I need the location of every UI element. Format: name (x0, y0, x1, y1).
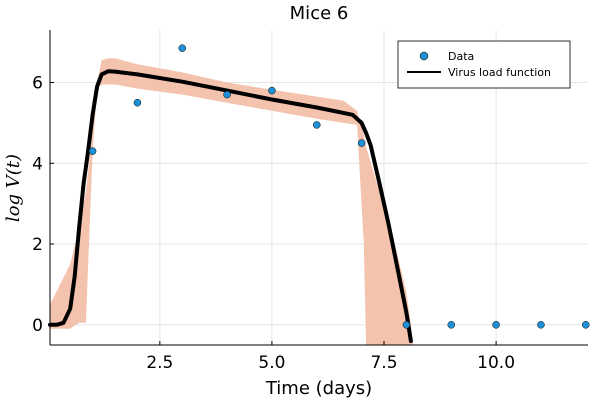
data-point (492, 321, 500, 329)
data-point (357, 139, 366, 147)
y-axis-label: log V(t) (3, 154, 24, 222)
band-layer (50, 58, 414, 346)
x-tick-label: 10.0 (477, 353, 515, 373)
virus-load-line (48, 69, 413, 343)
data-point (178, 44, 187, 52)
chart-title: Mice 6 (290, 3, 349, 24)
data-point (582, 321, 590, 329)
x-tick-label: 5.0 (258, 353, 285, 373)
line-layer (48, 69, 413, 343)
data-point (537, 321, 545, 329)
data-point (268, 86, 276, 95)
legend-label-virus-load: Virus load function (448, 66, 551, 79)
legend-label-data: Data (448, 50, 474, 63)
data-point (133, 98, 142, 107)
data-point (447, 321, 456, 329)
x-tick-labels: 2.5 5.0 7.5 10.0 (146, 353, 515, 373)
y-tick-label: 2 (32, 235, 43, 255)
y-tick-label: 4 (32, 154, 43, 174)
data-point (223, 90, 231, 99)
points-layer (88, 44, 590, 329)
x-tick-label: 7.5 (370, 353, 397, 373)
x-tick-label: 2.5 (146, 353, 173, 373)
data-point (402, 321, 411, 329)
y-tick-label: 6 (32, 74, 43, 94)
x-axis-label: Time (days) (265, 378, 372, 399)
y-tick-labels: 0 2 4 6 (32, 74, 43, 336)
legend-data-marker (419, 51, 429, 61)
legend: Data Virus load function (397, 40, 571, 89)
data-point (88, 147, 97, 155)
plot-area (48, 30, 590, 346)
axes (49, 30, 588, 346)
y-tick-label: 0 (32, 316, 43, 336)
legend-box (397, 40, 571, 89)
data-point (313, 121, 321, 129)
confidence-band (50, 58, 414, 346)
